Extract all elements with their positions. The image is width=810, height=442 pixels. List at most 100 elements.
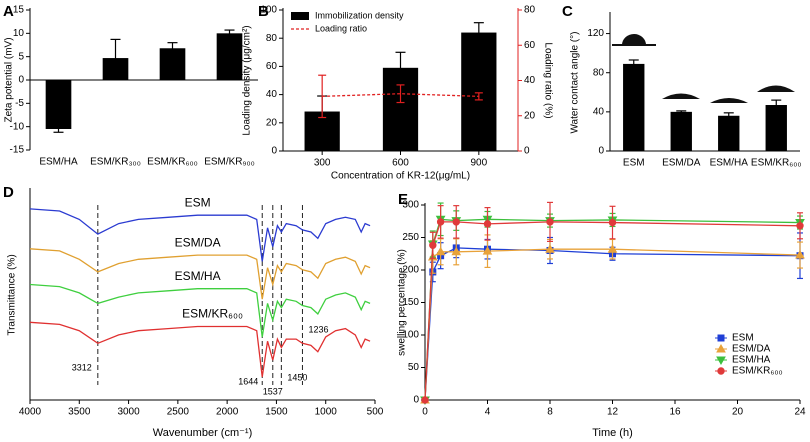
marker (435, 246, 446, 256)
bar (670, 111, 692, 151)
x-tick-label: 300 (314, 158, 331, 169)
line (29, 248, 371, 300)
y-tick-label: 80 (266, 33, 278, 44)
marker (795, 250, 805, 259)
y2-axis-label: Loading ratio (%) (542, 42, 553, 118)
y-tick-label: 5 (18, 51, 24, 62)
series-label: ESM (185, 195, 211, 209)
peak-label: 1644 (238, 376, 258, 386)
line (424, 221, 801, 401)
marker (483, 220, 492, 228)
y-tick-label: 120 (587, 28, 604, 39)
y-tick-label: 40 (266, 89, 278, 100)
y-tick-label: 0 (18, 75, 24, 86)
marker (716, 356, 726, 366)
x-tick-label: ESM/KR₆₀₀ (147, 157, 198, 168)
marker (451, 246, 462, 256)
line (322, 93, 479, 98)
x-tick-label: ESM/HA (710, 158, 749, 169)
y-tick-label: 20 (266, 117, 278, 128)
legend-label: ESM (732, 333, 754, 344)
y-tick-label: -5 (15, 98, 24, 109)
marker (421, 396, 429, 404)
y-tick-label: 10 (13, 28, 25, 39)
legend-swatch (291, 12, 309, 20)
bar (718, 115, 740, 151)
line (29, 208, 371, 262)
x-tick-label: 900 (470, 158, 487, 169)
y-tick-label: 200 (402, 265, 419, 276)
x-axis-label: Concentration of KR-12(μg/mL) (331, 171, 470, 182)
x-tick-label: 1500 (265, 407, 288, 418)
panel-label: B (258, 3, 269, 20)
legend-label: ESM/KR₆₀₀ (732, 366, 783, 377)
y2-tick-label: 40 (524, 75, 536, 86)
x-tick-label: 2500 (167, 407, 190, 418)
x-tick-label: 8 (547, 407, 553, 418)
marker (482, 246, 493, 255)
droplets (612, 34, 795, 103)
y-tick-label: 100 (402, 330, 419, 341)
y-tick-label: 15 (13, 5, 25, 16)
peak-label: 1537 (263, 386, 283, 396)
bar (765, 105, 787, 151)
marker (717, 334, 725, 342)
droplet-icon (662, 93, 700, 99)
x-tick-label: 4000 (19, 407, 42, 418)
y2-tick-label: 80 (524, 5, 536, 16)
x-tick-label: ESM/DA (662, 158, 701, 169)
marker (429, 241, 437, 250)
x-tick-label: ESM/KR₃₀₀ (90, 157, 141, 168)
y-axis-label: swelling percentage (%) (397, 249, 408, 356)
y-tick-label: 250 (402, 232, 419, 243)
y-tick-label: 50 (408, 362, 420, 373)
x-tick-label: 2000 (216, 407, 239, 418)
panel-label: D (3, 184, 14, 201)
line (29, 283, 371, 338)
x-tick-label: 20 (732, 407, 744, 418)
x-tick-label: 3500 (68, 407, 91, 418)
panel-label: A (3, 3, 14, 20)
y-tick-label: 300 (402, 200, 419, 211)
series-label: ESM/KR₆₀₀ (182, 307, 243, 321)
y-tick-label: -10 (10, 121, 25, 132)
x-tick-label: ESM/KR₆₀₀ (751, 158, 802, 169)
y-tick-label: 40 (593, 106, 605, 117)
x-tick-label: 0 (422, 407, 428, 418)
x-tick-label: ESM (623, 158, 645, 169)
marker (716, 343, 726, 353)
y-axis-label: Loading density (μg/cm²) (242, 25, 253, 135)
bar (216, 33, 243, 80)
y-tick-label: 0 (413, 395, 419, 406)
legend-label: Immobilization density (315, 10, 404, 20)
series-label: ESM/DA (175, 235, 221, 249)
marker (546, 218, 554, 226)
marker (545, 244, 555, 253)
droplet-icon (622, 34, 646, 45)
x-tick-label: ESM/KR₉₀₀ (204, 157, 255, 168)
y-axis-label: Water contact angle (°) (570, 31, 581, 133)
x-tick-label: 500 (367, 407, 384, 418)
marker (796, 222, 804, 230)
bar (461, 32, 497, 152)
series-label: ESM/HA (175, 269, 221, 283)
y-tick-label: 100 (260, 5, 277, 16)
x-tick-label: ESM/HA (39, 157, 78, 168)
marker (717, 367, 725, 375)
y-tick-label: 80 (593, 67, 605, 78)
marker (608, 218, 617, 227)
y-tick-label: -15 (10, 145, 25, 156)
legend-label: ESM/DA (732, 344, 771, 355)
y-tick-label: 0 (271, 146, 277, 157)
panel-label: E (398, 191, 408, 208)
bar (45, 80, 72, 129)
x-tick-label: 12 (607, 407, 619, 418)
y-axis-label: Transmittance (%) (7, 254, 18, 335)
x-axis-label: Time (h) (592, 427, 633, 439)
bar (623, 63, 645, 151)
y-tick-label: 0 (598, 146, 604, 157)
x-tick-label: 4 (485, 407, 491, 418)
x-tick-label: 24 (794, 407, 806, 418)
y-axis-label: Zeta potential (mV) (4, 37, 15, 122)
